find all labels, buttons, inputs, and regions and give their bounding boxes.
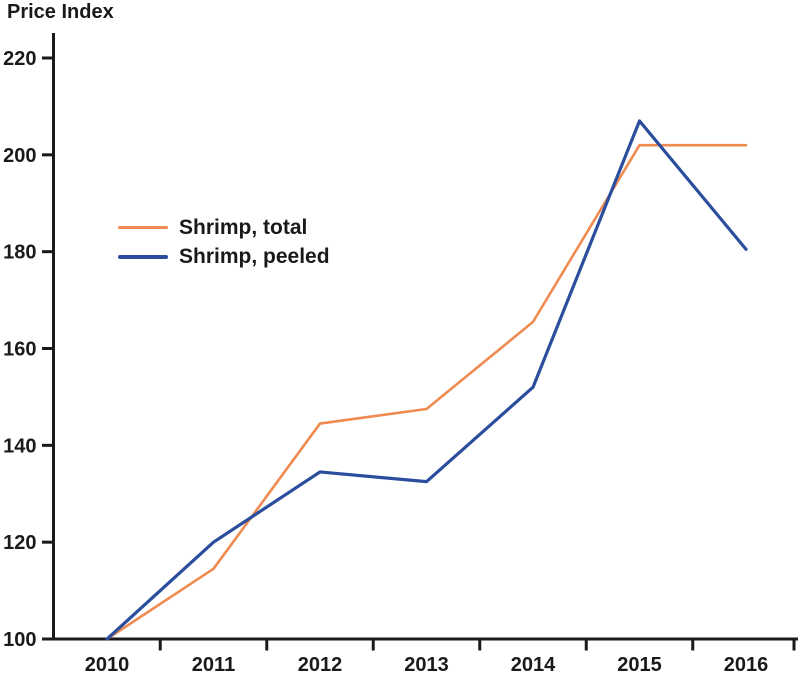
line-shrimp-total — [105, 143, 748, 641]
x-tick-label: 2015 — [617, 654, 662, 676]
legend-label-total: Shrimp, total — [179, 215, 308, 239]
legend-item-shrimp-peeled: Shrimp, peeled — [118, 243, 330, 270]
legend-swatch-peeled-line — [118, 254, 168, 259]
y-tick-label: 180 — [3, 242, 36, 264]
y-tick-label: 220 — [3, 48, 36, 70]
x-tick-label: 2011 — [192, 654, 235, 676]
y-tick-label: 160 — [3, 339, 36, 361]
y-tick-label: 200 — [3, 145, 36, 167]
x-tick-label: 2013 — [404, 654, 449, 676]
y-tick-label: 100 — [3, 629, 36, 651]
line-shrimp-peeled — [105, 119, 748, 641]
legend-item-shrimp-total: Shrimp, total — [118, 214, 330, 241]
x-tick-label: 2016 — [724, 654, 769, 676]
legend-swatch-total-line — [118, 226, 168, 229]
legend-label-peeled: Shrimp, peeled — [179, 244, 330, 268]
x-tick-label: 2014 — [511, 654, 556, 676]
legend: Shrimp, total Shrimp, peeled — [118, 214, 330, 270]
y-tick-label: 120 — [3, 532, 36, 554]
chart-title: Price Index — [7, 1, 114, 23]
x-tick-label: 2010 — [85, 654, 130, 676]
y-tick-label: 140 — [3, 435, 36, 457]
x-tick-label: 2012 — [298, 654, 343, 676]
